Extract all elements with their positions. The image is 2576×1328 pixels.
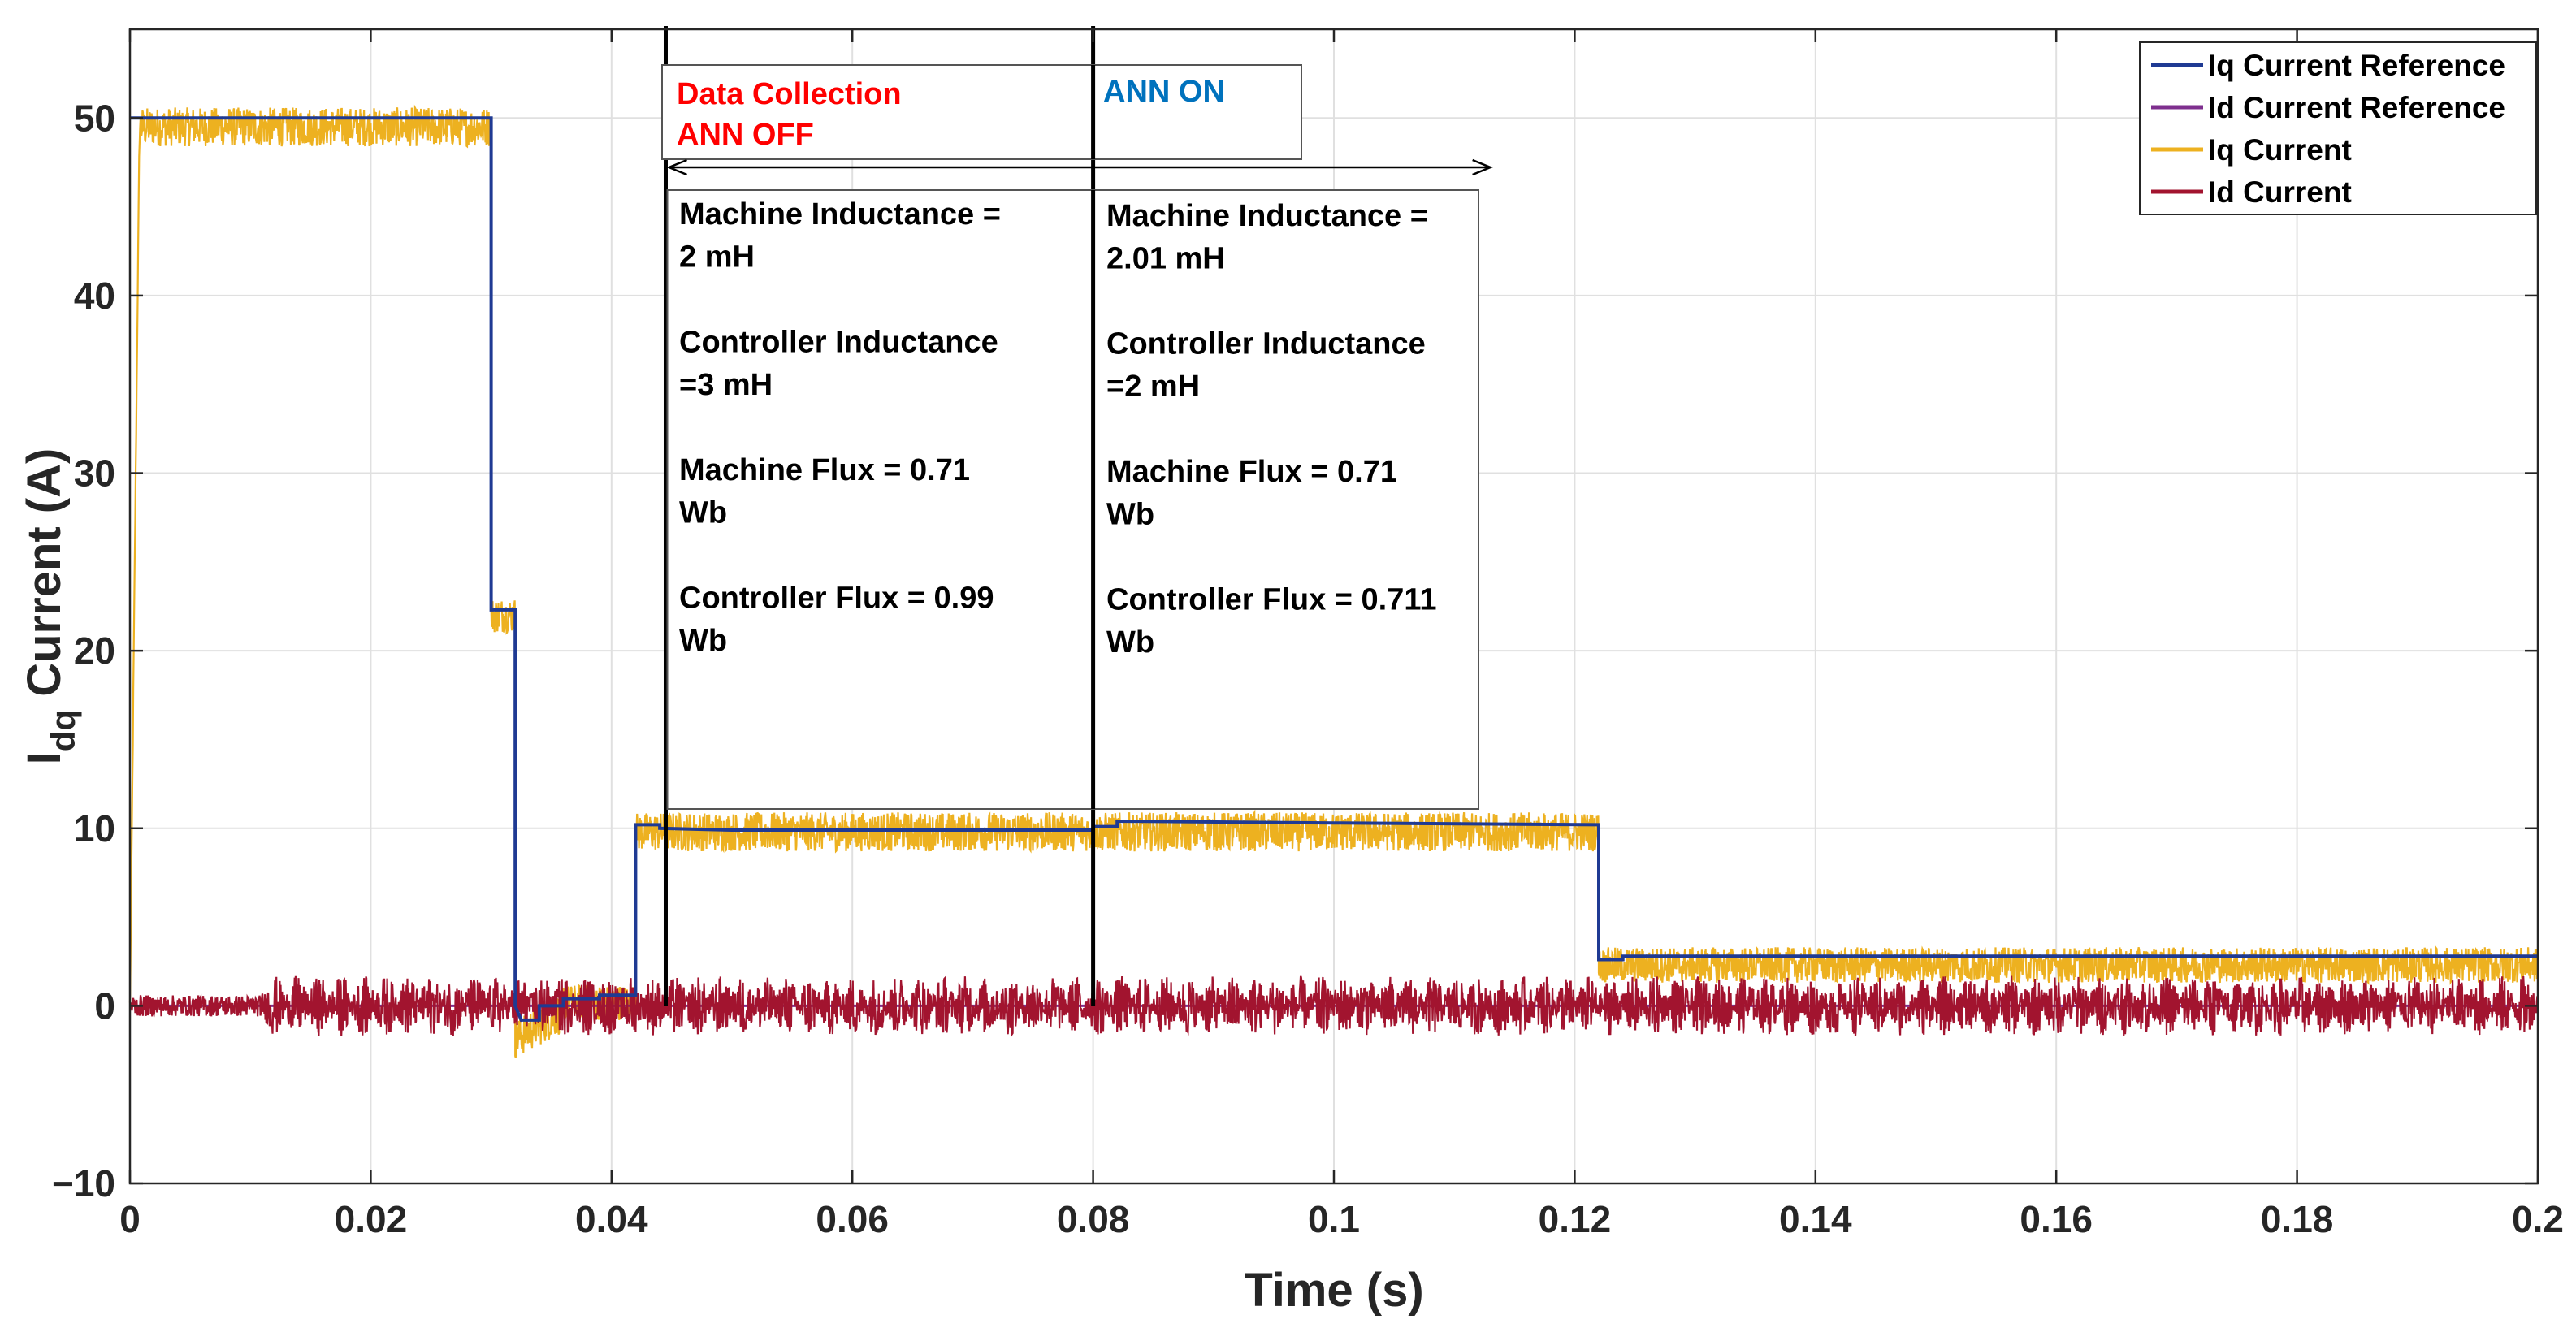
parameter-box — [666, 189, 1479, 810]
series-iq-current — [128, 104, 2539, 1058]
x-tick-label: 0 — [119, 1198, 141, 1240]
after-parameter-text: Machine Flux = 0.71 — [1106, 455, 1397, 489]
data-series — [128, 104, 2539, 1058]
after-parameter-text: 2.01 mH — [1106, 242, 1225, 276]
x-tick-label: 0.02 — [335, 1198, 408, 1240]
before-parameter-text: Controller Flux = 0.99 — [679, 582, 994, 616]
after-parameter-text: Controller Inductance — [1106, 327, 1426, 361]
y-tick-label: 40 — [74, 275, 115, 317]
before-parameter-text: Controller Inductance — [679, 326, 998, 360]
x-tick-label: 0.06 — [816, 1198, 889, 1240]
phase1-label-line2: ANN OFF — [677, 118, 814, 152]
legend-entry-label: Iq Current Reference — [2208, 49, 2505, 82]
y-tick-label: 30 — [74, 452, 115, 495]
phase-label-box — [661, 64, 1302, 160]
y-tick-label: 0 — [94, 984, 115, 1027]
after-parameter-text: =2 mH — [1106, 370, 1200, 404]
legend: Iq Current Reference Id Current Reference… — [2139, 41, 2537, 215]
x-tick-label: 0.16 — [2020, 1198, 2093, 1240]
y-tick-label: −10 — [52, 1162, 115, 1205]
x-tick-label: 0.14 — [1779, 1198, 1852, 1240]
legend-entry-label: Id Current — [2208, 175, 2352, 209]
x-tick-label: 0.04 — [575, 1198, 648, 1240]
y-tick-label: 20 — [74, 629, 115, 672]
x-tick-label: 0.08 — [1057, 1198, 1130, 1240]
axes: 0 0.02 0.04 0.06 0.08 0.1 0.12 0.14 0.16 0.18 0.2 −… — [18, 28, 2564, 1317]
x-tick-label: 0.2 — [2512, 1198, 2564, 1240]
after-parameter-text: Wb — [1106, 498, 1154, 532]
before-parameter-text: =3 mH — [679, 368, 773, 402]
series-iq-current-reference — [130, 116, 2538, 1022]
duration-arrow-head-right — [1472, 158, 1493, 176]
legend-entry-label: Iq Current — [2208, 133, 2352, 167]
y-axis-title-subscript: dq — [44, 710, 82, 751]
before-parameter-text: Wb — [679, 624, 727, 658]
y-tick-label: 10 — [74, 807, 115, 850]
legend-box — [2139, 41, 2537, 215]
y-axis-title: Idq Current (A) — [18, 448, 82, 765]
before-parameter-text: Machine Inductance = — [679, 197, 1001, 231]
series-id-current — [128, 975, 2539, 1037]
after-parameter-text: Controller Flux = 0.711 — [1106, 583, 1437, 617]
x-axis-title: Time (s) — [1244, 1264, 1423, 1317]
before-parameter-text: Machine Flux = 0.71 — [679, 453, 970, 487]
legend-entry-label: Id Current Reference — [2208, 91, 2505, 124]
y-tick-label: 50 — [74, 97, 115, 139]
x-tick-label: 0.1 — [1308, 1198, 1360, 1240]
y-axis-title-main: I — [18, 751, 71, 764]
x-tick-label: 0.12 — [1539, 1198, 1612, 1240]
phase1-label-line1: Data Collection — [677, 77, 902, 111]
y-axis-title-rest: Current (A) — [18, 448, 71, 710]
before-parameter-text: Wb — [679, 496, 727, 530]
before-parameter-text: 2 mH — [679, 240, 755, 275]
annotations: Data Collection ANN OFF ANN ON Machine Indu… — [661, 64, 1493, 810]
after-parameter-text: Machine Inductance = — [1106, 199, 1428, 233]
duration-arrow-head-left — [666, 158, 687, 176]
phase2-label: ANN ON — [1103, 75, 1225, 109]
after-parameter-text: Wb — [1106, 625, 1154, 660]
x-tick-label: 0.18 — [2261, 1198, 2334, 1240]
